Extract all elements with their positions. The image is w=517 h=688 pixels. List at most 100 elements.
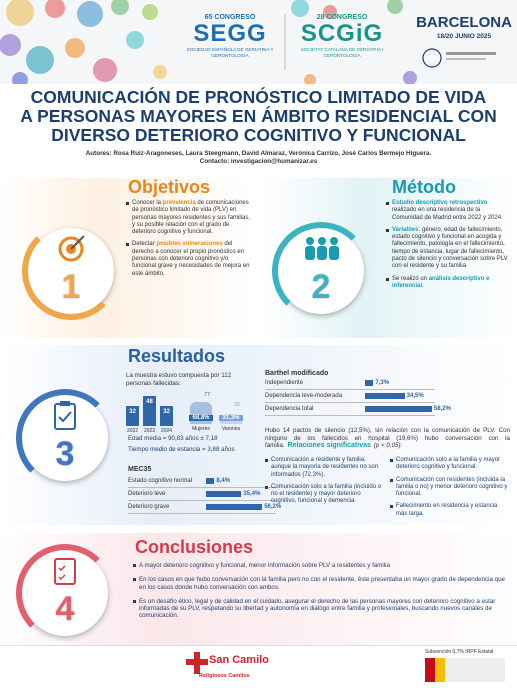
bullet: Comunicación solo a la familia y mayor d… xyxy=(390,457,510,472)
title-line: COMUNICACIÓN DE PRONÓSTICO LIMITADO DE V… xyxy=(30,87,487,107)
year-value: 32 xyxy=(129,409,136,416)
age: Edad media = 90,83 años ± 7,18 xyxy=(128,435,218,442)
sex-label: Mujeres xyxy=(192,426,210,432)
segg-society: SOCIEDAD ESPAÑOLA DE GERIATRÍA Y GERONTO… xyxy=(186,47,274,58)
barthel-title: Barthel modificado xyxy=(265,370,329,377)
sex-value: 31,3% xyxy=(219,415,243,421)
bullet: Comunicación con residentes (incluida la… xyxy=(390,477,510,499)
rule xyxy=(128,500,276,501)
section-number: 2 xyxy=(311,268,331,306)
scgig-name: SCGiG xyxy=(300,20,384,47)
objectives-circle: 1 xyxy=(22,222,120,320)
barthel-chart: Independiente 7,3% Dependencia leve-modera… xyxy=(265,380,510,420)
section-heading: Método xyxy=(392,177,456,197)
bullet: Es un desafío ético, legal y de calidad … xyxy=(133,598,505,620)
bar-value: 34,5% xyxy=(406,393,424,399)
segg-name: SEGG xyxy=(193,20,267,47)
arc xyxy=(16,544,114,642)
year-label: 2023 xyxy=(143,428,156,434)
bar xyxy=(206,478,215,484)
bar-category: Dependencia total xyxy=(265,406,314,412)
title-line: DIVERSO DETERIORO COGNITIVO Y FUNCIONAL xyxy=(51,125,466,145)
bar xyxy=(365,393,405,399)
sample: La muestra estuvo compuesta por 112 pers… xyxy=(126,372,232,387)
year-value: 32 xyxy=(163,409,170,416)
section-number: 1 xyxy=(61,268,81,306)
highlight: Variables: xyxy=(392,226,421,233)
bullet: En los casos en que hubo conversación co… xyxy=(133,576,505,591)
years-chart: 32 2022 48 2023 32 2024 xyxy=(126,390,196,435)
bullet: Comunicación a residente y familia, aunq… xyxy=(265,457,383,479)
sex-chart: 77 68,8% Mujeres 35 31,3% Varones xyxy=(189,390,260,435)
bar-category: Estado cognitivo normal xyxy=(128,478,193,484)
sex-value: 68,8% xyxy=(189,415,213,421)
year-bar xyxy=(126,406,139,426)
method-list: Estudio descriptivo retrospectivo realiz… xyxy=(386,200,508,295)
bar-value: 7,3% xyxy=(375,380,390,386)
bar-value: 8,4% xyxy=(216,478,231,484)
scgig-edition: 28 CONGRESO xyxy=(316,14,368,21)
year-bar xyxy=(143,396,156,426)
contact: Contacto: investigacion@humanizar.es xyxy=(199,158,318,165)
rule xyxy=(265,415,435,416)
rule xyxy=(265,402,435,403)
year-label: 2024 xyxy=(160,428,173,434)
year-label: 2022 xyxy=(126,428,139,434)
mec35-chart: Estado cognitivo normal 8,4% Deterioro lev… xyxy=(128,478,281,518)
authors: Autores: Rosa Ruiz-Aragoneses, Laura Ste… xyxy=(85,150,432,157)
highlight: prevalencia xyxy=(162,200,196,206)
bar-category: Independiente xyxy=(265,380,304,386)
arc xyxy=(16,389,114,487)
bar-category: Deterioro grave xyxy=(128,504,170,510)
authors-block: Autores: Rosa Ruiz-Aragoneses, Laura Ste… xyxy=(10,150,507,166)
text: Detectar xyxy=(132,241,157,248)
clipboard-icon xyxy=(54,401,76,430)
title: COMUNICACIÓN DE PRONÓSTICO LIMITADO DE V… xyxy=(10,88,507,145)
results-circle: 3 xyxy=(16,389,114,487)
bar-category: Dependencia leve-moderada xyxy=(265,393,343,399)
target-icon xyxy=(58,235,85,262)
bar-value: 56,2% xyxy=(264,504,282,510)
scgig-society: SOCIETAT CATALANA DE GERIATRIA I GERONTO… xyxy=(300,47,384,58)
cross-icon xyxy=(186,652,208,674)
city: BARCELONA xyxy=(416,14,512,31)
ministry-logo xyxy=(425,658,505,682)
header-pattern xyxy=(0,0,496,84)
silence-block: Hubo 14 pactos de silencio (12,5%), sin … xyxy=(265,427,510,450)
conclusions-circle: 4 xyxy=(16,544,114,642)
objectives-list: Conocer la prevalencia de comunicaciones… xyxy=(126,200,254,283)
arc xyxy=(272,222,370,320)
stay: Tiempo medio de estancia = 3,88 años xyxy=(128,446,235,453)
year-value: 48 xyxy=(146,399,153,406)
relations-right: Comunicación solo a la familia y mayor d… xyxy=(390,457,510,523)
people-icon xyxy=(305,237,339,260)
year-bar xyxy=(160,406,173,426)
relations-left: Comunicación a residente y familia, aunq… xyxy=(265,457,383,511)
bar-value: 58,2% xyxy=(433,406,451,412)
checklist-icon xyxy=(54,558,76,585)
bar-value: 35,4% xyxy=(243,491,261,497)
header: 65 CONGRESO SEGG SOCIEDAD ESPAÑOLA DE GE… xyxy=(0,0,517,84)
bar-category: Deterioro leve xyxy=(128,491,166,497)
bullet: Fallecimiento en residencia y estancia m… xyxy=(390,503,510,518)
bar xyxy=(365,380,374,386)
section-heading: Conclusiones xyxy=(135,537,254,557)
bullet: Detectar posibles vulneraciones del dere… xyxy=(126,241,254,277)
logo: San Camilo xyxy=(209,654,269,666)
bullet: Conocer la prevalencia de comunicaciones… xyxy=(126,200,254,236)
silence-text: Hubo 14 pactos de silencio (12,5%), sin … xyxy=(265,427,510,449)
bar xyxy=(206,504,263,510)
bullet: Comunicación solo a la familia (incluido… xyxy=(265,484,383,506)
title-line: A PERSONAS MAYORES EN ÁMBITO RESIDENCIAL… xyxy=(20,106,497,126)
sex-count: 35 xyxy=(234,402,241,408)
sex-label: Varones xyxy=(221,426,241,432)
relations-note: (p < 0,05): xyxy=(373,442,403,449)
section-heading: Resultados xyxy=(128,346,226,366)
dates: 18/20 JUNIO 2025 xyxy=(436,33,492,40)
bullet: A mayor deterioro cognitivo y funcional,… xyxy=(133,562,505,569)
sex-count: 77 xyxy=(204,392,211,398)
grant: Subvención 0,7% IRPF Estatal xyxy=(425,649,494,655)
relations-heading: Relaciones significativas xyxy=(287,442,371,449)
section-number: 3 xyxy=(55,435,75,473)
